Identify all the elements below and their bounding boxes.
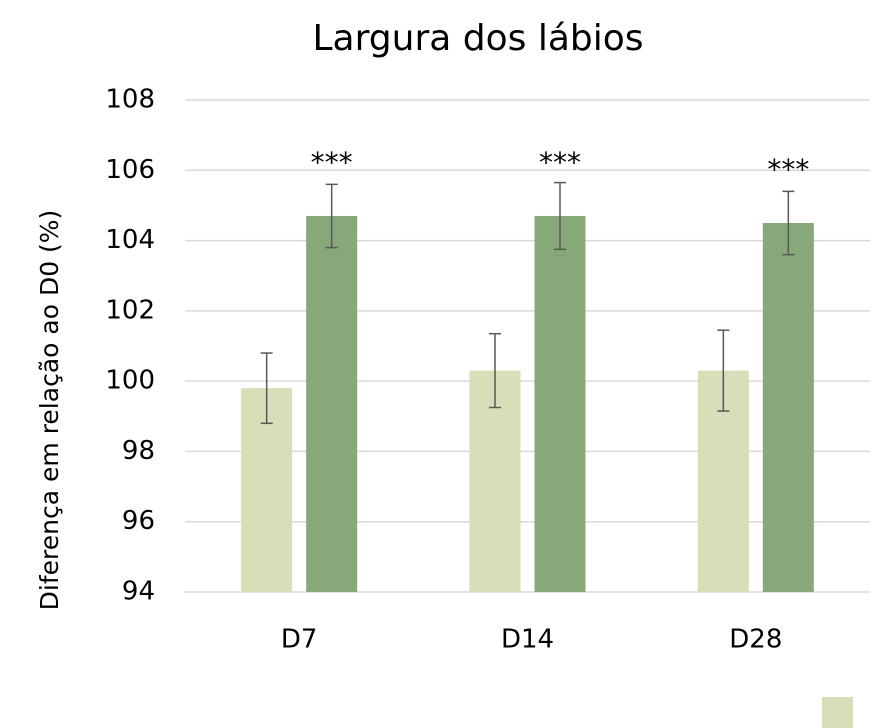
y-tick-label: 102: [105, 295, 155, 325]
bar: [306, 215, 358, 592]
chart-title: Largura dos lábios: [312, 18, 643, 59]
x-tick-label: D7: [281, 625, 318, 655]
bar: [762, 223, 814, 592]
annotation: ***: [767, 153, 809, 186]
y-tick-label: 96: [122, 506, 155, 536]
x-tick-label: D28: [729, 625, 782, 655]
y-tick-label: 106: [105, 155, 155, 185]
y-tick-label: 94: [122, 577, 155, 607]
bar: [534, 215, 586, 592]
annotation: ***: [539, 146, 581, 179]
y-axis-label: Diferença em relação ao D0 (%): [35, 209, 64, 611]
y-tick-label: 104: [105, 225, 155, 255]
legend-swatch: [822, 697, 853, 728]
y-tick-label: 108: [105, 85, 155, 115]
y-tick-label: 100: [105, 366, 155, 396]
x-tick-label: D14: [501, 625, 554, 655]
y-tick-label: 98: [122, 436, 155, 466]
annotation: ***: [311, 146, 353, 179]
